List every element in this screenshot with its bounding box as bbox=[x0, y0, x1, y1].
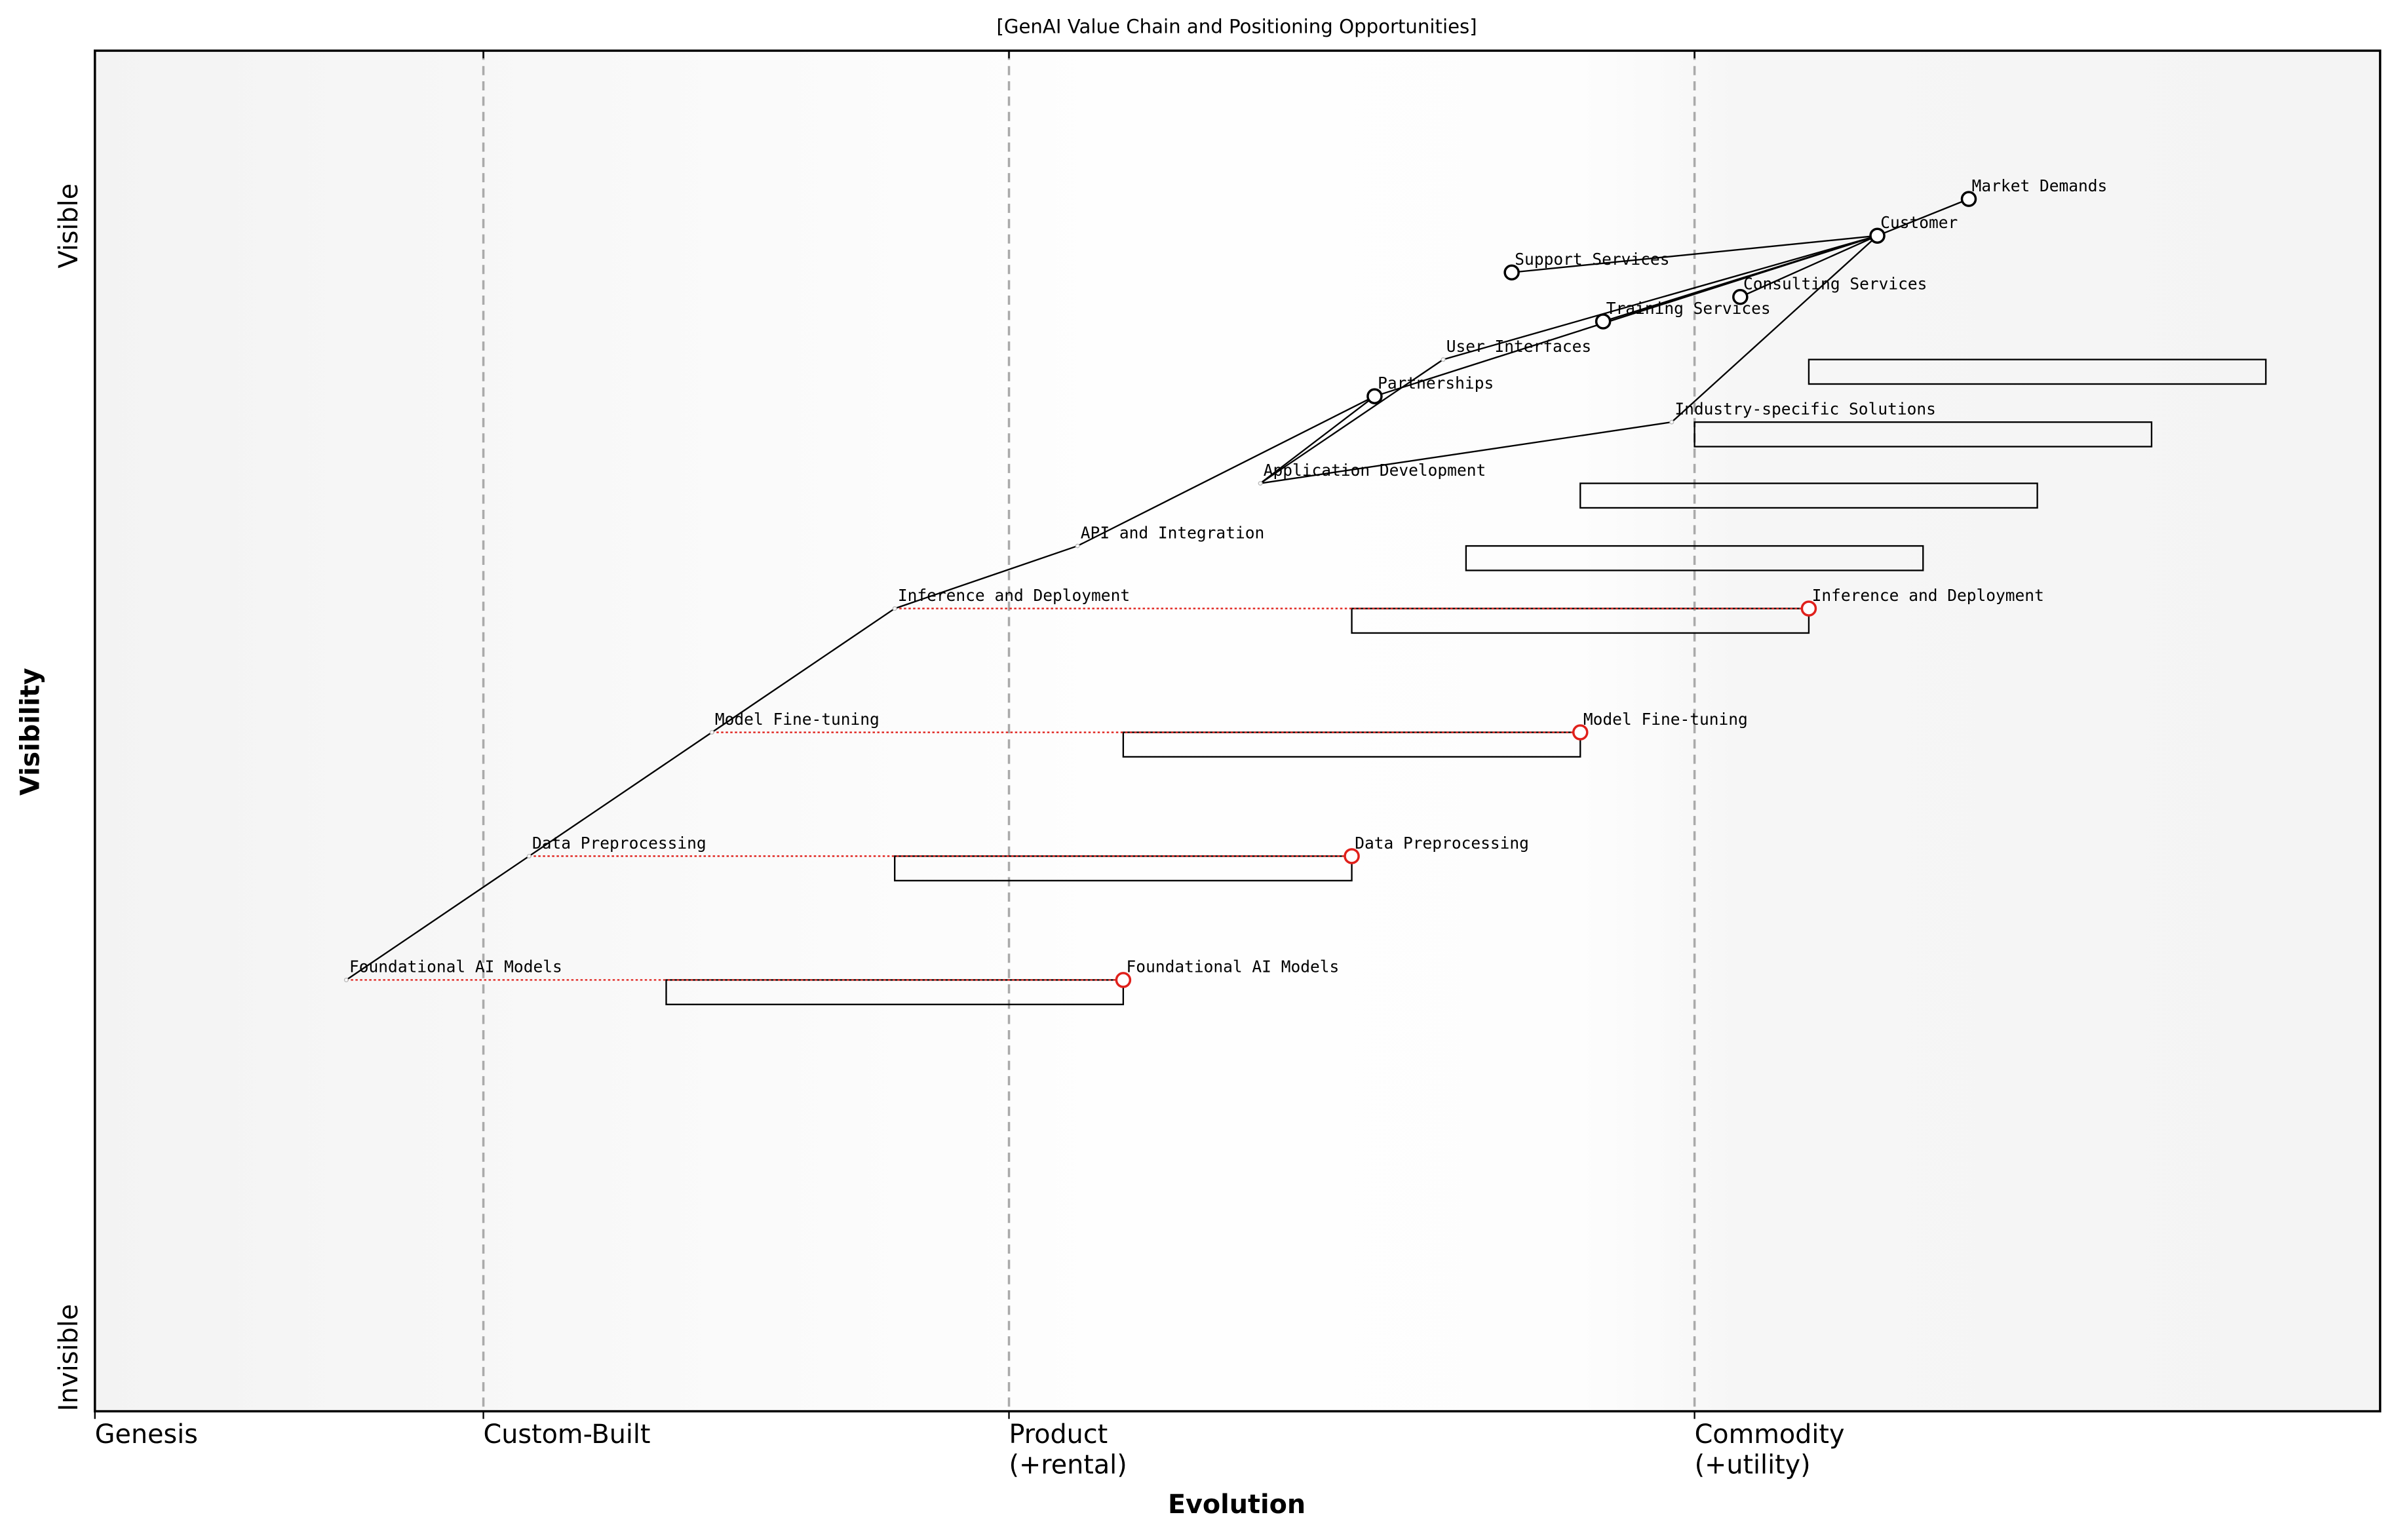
component bbox=[1669, 419, 1674, 425]
component bbox=[1075, 543, 1080, 549]
component-label: Consulting Services bbox=[1743, 274, 1927, 293]
component bbox=[892, 606, 897, 611]
component bbox=[1366, 388, 1383, 404]
component bbox=[1732, 288, 1749, 305]
link bbox=[711, 607, 895, 733]
y-axis-label: Visibility bbox=[16, 668, 46, 796]
component-label: Data Preprocessing bbox=[532, 834, 706, 853]
evolution-point bbox=[1800, 600, 1817, 617]
component-label: Model Fine-tuning bbox=[715, 710, 880, 729]
component-label: Inference and Deployment bbox=[898, 586, 1130, 605]
component bbox=[526, 853, 532, 858]
pipeline bbox=[1579, 482, 2038, 509]
component-label: Industry-specific Solutions bbox=[1674, 399, 1936, 418]
component-label: Application Development bbox=[1264, 461, 1486, 480]
link bbox=[1877, 198, 1969, 237]
link bbox=[1511, 235, 1878, 273]
component bbox=[1503, 264, 1520, 281]
x-tick-label-line: (+rental) bbox=[1009, 1450, 1127, 1480]
evolution-label: Model Fine-tuning bbox=[1583, 710, 1748, 729]
x-tick-label: Genesis bbox=[95, 1419, 198, 1449]
chart-title: [GenAI Value Chain and Positioning Oppor… bbox=[996, 15, 1477, 37]
component bbox=[1869, 227, 1886, 244]
y-top-label: Visible bbox=[54, 183, 84, 269]
x-tick-label-line: Commodity bbox=[1695, 1419, 1845, 1449]
evolution-point bbox=[1115, 972, 1132, 988]
component-label: Customer bbox=[1880, 213, 1958, 232]
x-tick-label-line: Genesis bbox=[95, 1419, 198, 1449]
pipeline bbox=[1808, 358, 2267, 385]
link bbox=[1260, 358, 1444, 484]
link bbox=[345, 855, 530, 981]
link bbox=[1374, 235, 1878, 397]
pipeline bbox=[1465, 545, 1924, 571]
link bbox=[1739, 235, 1878, 298]
plot-background bbox=[94, 50, 2380, 1412]
link bbox=[528, 731, 712, 857]
evolution-label: Inference and Deployment bbox=[1812, 586, 2044, 605]
plot-frame bbox=[94, 49, 2382, 1413]
evolution-label: Foundational AI Models bbox=[1127, 957, 1340, 976]
component bbox=[1595, 313, 1612, 330]
component-label: Foundational AI Models bbox=[349, 957, 562, 976]
link bbox=[1077, 395, 1375, 547]
x-tick-label: Custom-Built bbox=[484, 1419, 651, 1449]
component bbox=[709, 730, 714, 735]
component-label: Support Services bbox=[1515, 250, 1669, 269]
component bbox=[1258, 481, 1263, 486]
link bbox=[1442, 235, 1878, 360]
link bbox=[1260, 395, 1376, 484]
x-tick-label-line: (+utility) bbox=[1695, 1450, 1811, 1480]
component bbox=[1441, 357, 1446, 362]
evolution-point bbox=[1572, 724, 1589, 741]
x-tick-label: Product (+rental) bbox=[1009, 1419, 1127, 1480]
evolution-label: Data Preprocessing bbox=[1355, 834, 1529, 853]
link bbox=[894, 545, 1078, 609]
link bbox=[1671, 235, 1878, 423]
evolution-point bbox=[1344, 848, 1360, 864]
y-bottom-label: Invisible bbox=[54, 1304, 84, 1412]
component bbox=[1960, 191, 1977, 207]
x-axis-label: Evolution bbox=[1168, 1490, 1306, 1520]
component bbox=[343, 977, 349, 982]
component-label: API and Integration bbox=[1081, 523, 1264, 542]
component-label: Market Demands bbox=[1972, 176, 2108, 195]
component-label: User Interfaces bbox=[1446, 337, 1591, 356]
pipeline bbox=[1694, 421, 2153, 448]
component-label: Partnerships bbox=[1378, 374, 1494, 393]
link bbox=[1260, 421, 1672, 484]
x-tick-label-line: Product bbox=[1009, 1419, 1108, 1449]
x-tick-label-line: Custom-Built bbox=[484, 1419, 651, 1449]
x-tick-label: Commodity (+utility) bbox=[1695, 1419, 1845, 1480]
